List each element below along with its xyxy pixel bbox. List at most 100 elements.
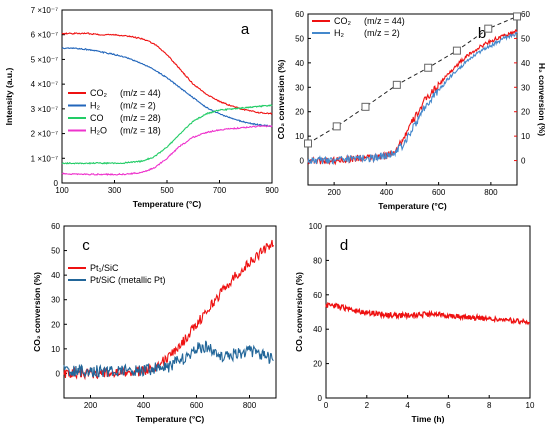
legend-note: (m/z = 2) <box>364 28 400 38</box>
y-tick-label: 40 <box>313 325 322 334</box>
y-tick-label: 100 <box>309 222 323 231</box>
legend-note: (m/z = 2) <box>120 101 156 111</box>
panel-label: d <box>340 237 348 254</box>
y-tick-label: 3 ×10⁻⁷ <box>31 105 58 114</box>
legend-note: (m/z = 44) <box>364 16 405 26</box>
y-tick-label: 1 ×10⁻⁷ <box>31 154 58 163</box>
legend-label: CO₂ <box>90 88 108 98</box>
y-axis-label: CO₂ conversion (%) <box>294 272 304 352</box>
series-line <box>61 124 273 176</box>
plot-frame <box>307 13 518 186</box>
y-right-tick-label: 20 <box>521 108 530 117</box>
y-tick-label: 6 ×10⁻⁷ <box>31 31 58 40</box>
plot-frame <box>63 225 277 399</box>
x-axis-label: Time (h) <box>412 414 445 424</box>
y-tick-label: 0 <box>300 157 305 166</box>
y-right-tick-label: 60 <box>521 10 530 19</box>
y-axis-label: Intensity (a.u.) <box>4 68 14 126</box>
y-tick-label: 50 <box>51 247 60 256</box>
y-tick-label: 40 <box>51 271 60 280</box>
y-right-tick-label: 50 <box>521 34 530 43</box>
y-right-axis-label: H₂ conversion (%) <box>537 63 547 136</box>
y-tick-label: 60 <box>51 222 60 231</box>
legend-note: (m/z = 44) <box>120 88 161 98</box>
y-tick-label: 20 <box>295 108 304 117</box>
y-tick-label: 0 <box>318 394 323 403</box>
x-tick-label: 10 <box>526 401 535 410</box>
series-line <box>63 340 274 379</box>
y-tick-label: 60 <box>295 10 304 19</box>
x-tick-label: 200 <box>327 188 341 197</box>
y-right-tick-label: 10 <box>521 132 530 141</box>
series-line <box>63 239 274 381</box>
x-tick-label: 600 <box>432 188 446 197</box>
series-marker-square <box>332 122 341 131</box>
x-tick-label: 2 <box>365 401 370 410</box>
y-tick-label: 20 <box>51 320 60 329</box>
x-tick-label: 300 <box>108 186 122 195</box>
y-tick-label: 10 <box>51 345 60 354</box>
y-right-tick-label: 30 <box>521 83 530 92</box>
x-tick-label: 800 <box>243 401 257 410</box>
legend-label: H₂O <box>90 126 107 136</box>
y-axis-label: CO₂ conversion (%) <box>276 59 286 139</box>
y-tick-label: 4 ×10⁻⁷ <box>31 80 58 89</box>
series-line <box>61 47 273 128</box>
x-axis-label: Temperature (°C) <box>378 201 447 211</box>
series-line <box>307 31 518 165</box>
x-tick-label: 700 <box>213 186 227 195</box>
y-tick-label: 80 <box>313 256 322 265</box>
y-tick-label: 20 <box>313 360 322 369</box>
series-marker-square <box>392 80 401 89</box>
series-marker-square <box>513 12 521 21</box>
x-tick-label: 8 <box>487 401 492 410</box>
x-tick-label: 900 <box>265 186 279 195</box>
panel-label: a <box>241 21 250 38</box>
y-tick-label: 30 <box>295 83 304 92</box>
x-tick-label: 0 <box>324 401 329 410</box>
x-tick-label: 600 <box>190 401 204 410</box>
x-axis-label: Temperature (°C) <box>136 414 205 424</box>
panel-a: 100 300 500 700 900 0 1 ×10⁻⁷ 2 ×10⁻⁷ 3 ×10⁻⁷ 4 ×… <box>4 6 279 209</box>
x-tick-label: 6 <box>446 401 451 410</box>
x-tick-label: 100 <box>55 186 69 195</box>
legend-label: CO₂ <box>334 16 352 26</box>
series-marker-square <box>361 102 370 111</box>
plot-frame <box>325 225 531 399</box>
y-tick-label: 40 <box>295 59 304 68</box>
legend-label: CO <box>90 113 104 123</box>
series-line <box>307 29 518 166</box>
y-axis-label: CO₂ conversion (%) <box>32 272 42 352</box>
panel-b: 200 400 600 80001020304050600102030405060H₂… <box>276 10 547 211</box>
legend-label: H₂ <box>334 28 344 38</box>
y-tick-label: 50 <box>295 34 304 43</box>
x-tick-label: 400 <box>137 401 151 410</box>
series-marker-square <box>424 63 433 72</box>
series-marker-square <box>452 46 461 55</box>
y-tick-label: 30 <box>51 296 60 305</box>
x-tick-label: 800 <box>484 188 498 197</box>
series-marker-square <box>304 139 312 148</box>
x-tick-label: 400 <box>380 188 394 197</box>
legend-label: Pt/SiC (metallic Pt) <box>90 275 166 285</box>
series-marker-square <box>484 24 493 33</box>
y-tick-label: 5 ×10⁻⁷ <box>31 55 58 64</box>
x-tick-label: 200 <box>84 401 98 410</box>
series-line <box>61 104 273 165</box>
legend-label: H₂ <box>90 101 100 111</box>
panel-label: c <box>82 237 90 254</box>
series-line <box>325 301 530 326</box>
x-axis-label: Temperature (°C) <box>133 199 202 209</box>
y-tick-label: 7 ×10⁻⁷ <box>31 6 58 15</box>
y-tick-label: 10 <box>295 132 304 141</box>
y-tick-label: 0 <box>54 179 59 188</box>
legend-label: Pt₁/SiC <box>90 263 119 273</box>
y-tick-label: 2 ×10⁻⁷ <box>31 130 58 139</box>
legend-note: (m/z = 28) <box>120 113 161 123</box>
y-right-tick-label: 0 <box>521 157 526 166</box>
series-line <box>61 32 273 115</box>
y-tick-label: 0 <box>56 369 61 378</box>
